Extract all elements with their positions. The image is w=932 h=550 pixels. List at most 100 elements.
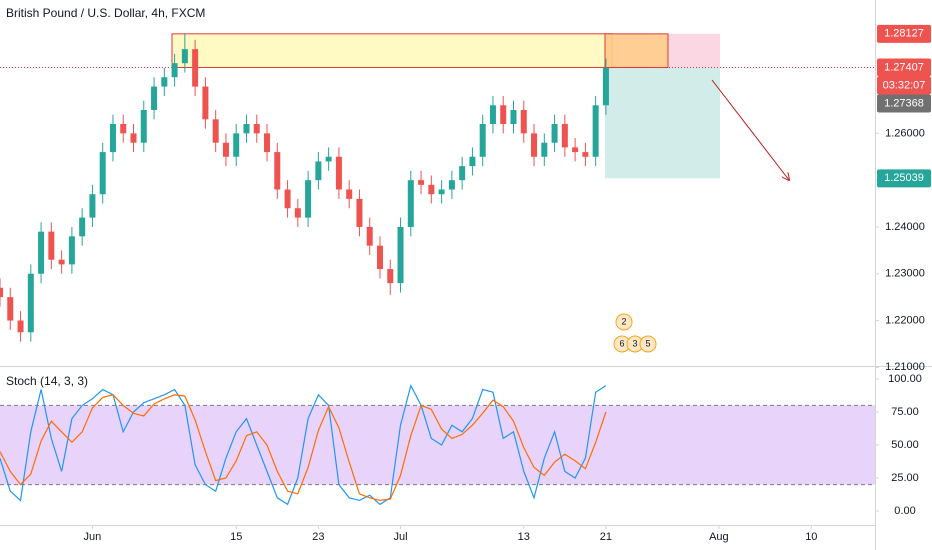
price-badge (877, 94, 931, 113)
y-tick-label: 75.00 (891, 406, 919, 418)
price-badge-label: 03:32:07 (883, 79, 926, 91)
x-tick-label: 23 (312, 531, 324, 543)
candle-body (335, 156, 342, 190)
candle-body (448, 180, 455, 190)
event-label: 5 (645, 338, 650, 348)
candle-body (58, 259, 65, 265)
candle-body (469, 156, 476, 167)
x-tick-label: Aug (709, 531, 729, 543)
candle-body (79, 217, 86, 237)
candle-body (212, 119, 219, 143)
target-zone (605, 67, 720, 179)
chart-title: British Pound / U.S. Dollar, 4h, FXCM (6, 6, 205, 20)
candle-body (99, 152, 106, 195)
y-tick-label: 1.22000 (885, 314, 925, 326)
projection-arrow (711, 79, 789, 180)
price-badge-label: 1.27368 (884, 97, 924, 109)
candle-body (561, 124, 568, 148)
candle-body (572, 147, 579, 153)
x-tick-label: Jul (393, 531, 407, 543)
candle-body (161, 77, 168, 87)
candle-body (510, 109, 517, 125)
candle-body (520, 109, 527, 134)
candle-body (531, 133, 538, 157)
candle-body (366, 226, 373, 246)
candle-body (428, 184, 435, 195)
price-badge (877, 169, 931, 188)
candle-body (274, 152, 281, 190)
candle-body (89, 194, 96, 218)
candle-body (68, 236, 75, 265)
event-icon (639, 335, 657, 353)
candle-body (582, 152, 589, 157)
event-icon (615, 313, 633, 331)
candle-body (325, 156, 332, 162)
candle-body (500, 105, 507, 125)
candle-body (151, 86, 158, 110)
event-label: 2 (621, 316, 626, 326)
candle-body (202, 86, 209, 120)
candle-body (0, 287, 3, 298)
candle-body (48, 231, 55, 260)
x-tick-label: 13 (518, 531, 530, 543)
candle-body (541, 142, 548, 157)
candle-body (222, 142, 229, 157)
candle-body (315, 161, 322, 181)
candle-body (387, 269, 394, 284)
candle-body (253, 124, 260, 134)
candle-body (120, 124, 127, 134)
candle-body (602, 67, 609, 106)
price-badge (877, 58, 931, 77)
candle-body (233, 133, 240, 157)
overlap-zone (604, 33, 669, 69)
event-label: 6 (619, 338, 624, 348)
candle-body (489, 105, 496, 125)
candle-body (305, 180, 312, 218)
x-tick-label: 21 (600, 531, 612, 543)
candle-body (140, 109, 147, 143)
candle-body (356, 198, 363, 227)
candle-body (264, 133, 271, 153)
indicator-title: Stoch (14, 3, 3) (6, 374, 88, 388)
candle-body (109, 124, 116, 153)
price-badge-label: 1.27407 (884, 61, 924, 73)
y-tick-label: 1.21000 (885, 361, 925, 373)
candle-body (346, 189, 353, 199)
candle-body (438, 189, 445, 195)
y-tick-label: 25.00 (891, 472, 919, 484)
y-tick-label: 100.00 (888, 373, 922, 385)
candle-body (376, 245, 383, 270)
candle-body (459, 166, 466, 181)
price-badge (877, 76, 931, 95)
stoch-line (0, 383, 607, 506)
resistance-zone (171, 33, 613, 69)
price-badge-label: 1.28127 (884, 28, 924, 40)
y-tick-label: 1.24000 (885, 221, 925, 233)
y-tick-label: 1.23000 (885, 268, 925, 280)
candle-body (171, 63, 178, 78)
candle-body (7, 297, 14, 321)
candle-body (243, 124, 250, 134)
candle-body (592, 105, 599, 157)
candle-body (181, 49, 188, 64)
price-badge-label: 1.25039 (884, 172, 924, 184)
candle-body (418, 180, 425, 185)
y-tick-label: 50.00 (891, 439, 919, 451)
x-tick-label: 15 (230, 531, 242, 543)
candle-body (17, 320, 24, 333)
candle-body (192, 49, 199, 87)
event-label: 3 (632, 338, 637, 348)
price-badge (877, 24, 931, 43)
y-tick-label: 0.00 (894, 505, 915, 517)
candle-body (397, 226, 404, 284)
candle-body (130, 133, 137, 143)
y-tick-label: 1.26000 (885, 127, 925, 139)
x-tick-label: Jun (84, 531, 102, 543)
stoch-line (0, 394, 607, 502)
stoch-band (0, 405, 875, 485)
candle-body (284, 189, 291, 209)
candle-body (407, 180, 414, 227)
candle-body (294, 208, 301, 218)
x-tick-label: 10 (805, 531, 817, 543)
